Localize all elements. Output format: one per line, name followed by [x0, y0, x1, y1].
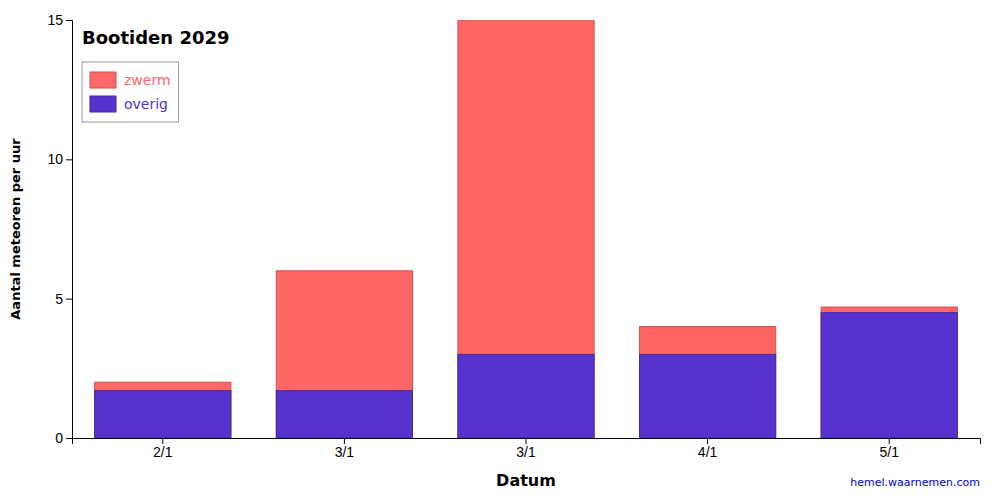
y-tick-mark [66, 159, 72, 160]
x-tick-label: 4/1 [698, 444, 718, 460]
x-tick-label: 3/1 [335, 444, 355, 460]
bar [95, 391, 231, 438]
y-tick-mark [66, 299, 72, 300]
y-tick-label: 5 [55, 291, 63, 307]
legend-item: overig [90, 96, 168, 112]
bar [821, 313, 957, 438]
x-tick: 3/1 [335, 438, 355, 460]
legend-item: zwerm [90, 72, 171, 88]
y-tick-mark [66, 438, 72, 439]
x-tick-label: 5/1 [879, 444, 899, 460]
annotation: hemel.waarnemen.com [850, 476, 980, 489]
y-tick: 10 [47, 151, 72, 167]
bar [276, 391, 412, 438]
y-tick: 5 [55, 291, 72, 307]
bars [95, 20, 958, 438]
bar [640, 354, 776, 438]
y-tick: 0 [55, 430, 72, 446]
bar [458, 20, 594, 438]
legend-frame [82, 62, 179, 122]
y-axis: 0 5 10 15 [47, 12, 72, 446]
x-tick: 3/1 [516, 438, 536, 460]
y-tick-mark [66, 20, 72, 21]
x-axis: 2/1 3/1 3/1 4/1 5/1 [73, 438, 981, 460]
legend-swatch [90, 72, 116, 88]
x-tick-label: 3/1 [516, 444, 536, 460]
y-tick-label: 15 [47, 12, 63, 28]
y-axis-title: Aantal meteoren per uur [8, 138, 23, 320]
x-tick-label: 2/1 [153, 444, 173, 460]
y-tick-label: 0 [55, 430, 63, 446]
legend-label: overig [124, 96, 168, 112]
legend-swatch [90, 96, 116, 112]
legend-label: zwerm [124, 72, 171, 88]
bar [821, 307, 957, 438]
bar-series [95, 20, 958, 438]
y-tick-label: 10 [47, 151, 63, 167]
bar [458, 354, 594, 438]
bar [276, 271, 412, 438]
x-tick: 4/1 [698, 438, 718, 460]
x-tick: 2/1 [153, 438, 173, 460]
bar [95, 382, 231, 438]
x-tick: 5/1 [879, 438, 899, 460]
title: Bootiden 2029 [82, 27, 230, 48]
bar [640, 327, 776, 438]
y-tick: 15 [47, 12, 72, 28]
plot: 2/1 3/1 3/1 4/1 5/1 0 5 10 15 Bootiden 2029 zwerm o… [47, 12, 980, 460]
chart: 2/1 3/1 3/1 4/1 5/1 0 5 10 15 Bootiden 2029 zwerm o… [0, 0, 1000, 500]
y-axis-line [66, 21, 73, 439]
x-axis-title: Datum [496, 471, 556, 490]
legend: zwerm overig [82, 62, 179, 122]
bar-series [95, 313, 958, 438]
